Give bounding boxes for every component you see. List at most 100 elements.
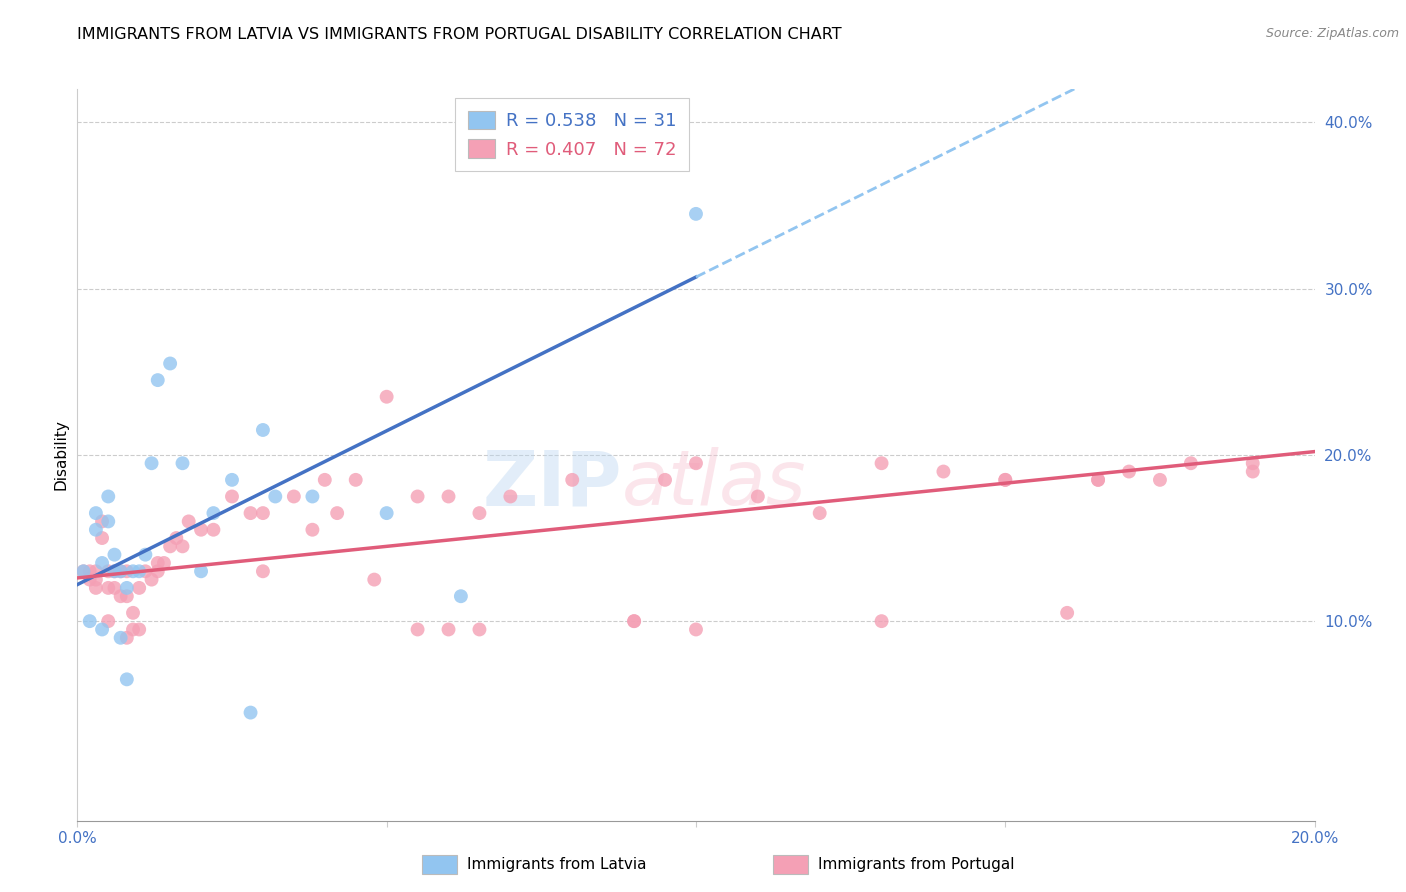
Point [97,614,120,628]
Point [252,564,274,578]
Point [1087,473,1109,487]
Point [1241,465,1264,479]
Point [1180,456,1202,470]
Point [84,523,107,537]
Point [110,564,132,578]
Point [932,465,955,479]
Point [239,706,262,720]
Point [177,515,200,529]
Point [141,456,163,470]
Point [437,490,460,504]
Point [84,581,107,595]
Point [1056,606,1078,620]
Point [91,623,114,637]
Point [468,623,491,637]
Text: Immigrants from Latvia: Immigrants from Latvia [467,857,647,871]
Point [115,673,138,687]
Point [84,573,107,587]
Point [97,490,120,504]
Point [122,606,145,620]
Point [264,490,287,504]
Point [84,564,107,578]
Point [190,523,212,537]
Point [685,207,707,221]
Legend: R = 0.538   N = 31, R = 0.407   N = 72: R = 0.538 N = 31, R = 0.407 N = 72 [456,98,689,171]
Point [623,614,645,628]
Point [172,539,194,553]
Point [685,623,707,637]
Point [870,456,893,470]
Point [561,473,583,487]
Point [363,573,385,587]
Point [468,506,491,520]
Point [115,631,138,645]
Point [252,506,274,520]
Point [103,548,125,562]
Point [437,623,460,637]
Point [165,531,187,545]
Text: ZIP: ZIP [482,447,621,521]
Point [221,473,243,487]
Point [221,490,243,504]
Point [110,564,132,578]
Point [103,581,125,595]
Point [122,564,145,578]
Point [128,564,150,578]
Point [115,581,138,595]
Point [91,531,114,545]
Text: IMMIGRANTS FROM LATVIA VS IMMIGRANTS FROM PORTUGAL DISABILITY CORRELATION CHART: IMMIGRANTS FROM LATVIA VS IMMIGRANTS FRO… [77,27,842,42]
Point [375,390,398,404]
Point [103,564,125,578]
Point [1149,473,1171,487]
Text: Immigrants from Portugal: Immigrants from Portugal [818,857,1015,871]
Point [128,623,150,637]
Point [122,623,145,637]
Point [870,614,893,628]
Point [301,523,323,537]
Point [91,515,114,529]
Point [1241,456,1264,470]
Point [146,564,169,578]
Point [159,539,181,553]
Point [344,473,367,487]
Point [134,564,156,578]
Point [79,564,101,578]
Point [103,564,125,578]
Text: Source: ZipAtlas.com: Source: ZipAtlas.com [1265,27,1399,40]
Point [79,573,101,587]
Point [1087,473,1109,487]
Point [994,473,1017,487]
Point [326,506,349,520]
Point [146,373,169,387]
Point [375,506,398,520]
Point [141,573,163,587]
Point [115,589,138,603]
Point [406,623,429,637]
Y-axis label: Disability: Disability [53,419,69,491]
Point [97,581,120,595]
Point [623,614,645,628]
Point [808,506,831,520]
Point [153,556,176,570]
Point [239,506,262,520]
Point [97,515,120,529]
Point [406,490,429,504]
Point [110,631,132,645]
Point [72,564,94,578]
Point [159,356,181,371]
Point [252,423,274,437]
Point [685,456,707,470]
Point [172,456,194,470]
Point [747,490,769,504]
Point [91,556,114,570]
Point [84,506,107,520]
Point [1118,465,1140,479]
Point [654,473,676,487]
Point [994,473,1017,487]
Point [79,614,101,628]
Point [115,564,138,578]
Point [134,548,156,562]
Point [72,564,94,578]
Point [110,589,132,603]
Point [190,564,212,578]
